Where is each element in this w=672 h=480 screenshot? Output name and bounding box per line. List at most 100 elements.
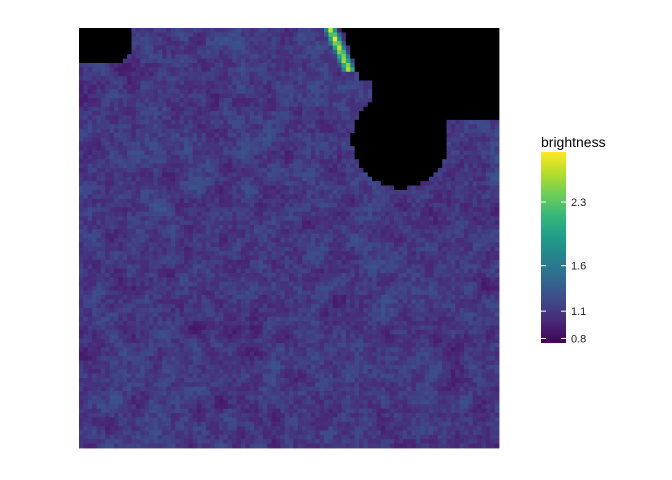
heatmap-cell — [385, 189, 391, 195]
heatmap-cell — [87, 98, 93, 103]
heatmap-cell — [437, 150, 443, 156]
heatmap-cell — [485, 229, 491, 235]
heatmap-cell — [372, 154, 377, 160]
heatmap-cell — [310, 185, 316, 191]
heatmap-cell — [232, 71, 237, 77]
heatmap-cell — [135, 89, 141, 95]
heatmap-cell — [341, 242, 347, 248]
heatmap-cell — [135, 181, 141, 186]
heatmap-cell — [437, 189, 443, 195]
heatmap-cell — [236, 172, 242, 178]
heatmap-cell — [122, 119, 128, 125]
heatmap-cell — [297, 41, 303, 46]
heatmap-cell — [494, 238, 500, 243]
heatmap-cell — [232, 128, 237, 134]
heatmap-cell — [341, 229, 347, 235]
heatmap-cell — [429, 106, 434, 112]
heatmap-cell — [341, 137, 347, 143]
heatmap-cell — [289, 185, 294, 191]
heatmap-cell — [424, 45, 430, 51]
heatmap-cell — [92, 255, 97, 261]
heatmap-cell — [324, 54, 329, 60]
heatmap-cell — [149, 242, 154, 248]
heatmap-cell — [389, 181, 395, 186]
heatmap-cell — [341, 124, 347, 130]
heatmap-cell — [328, 80, 334, 86]
heatmap-cell — [433, 172, 439, 178]
heatmap-cell — [367, 203, 373, 208]
heatmap-cell — [179, 49, 185, 55]
heatmap-cell — [446, 224, 452, 230]
heatmap-cell — [359, 141, 364, 147]
heatmap-cell — [450, 128, 456, 134]
heatmap-cell — [468, 115, 474, 121]
heatmap-cell — [437, 224, 443, 230]
heatmap-cell — [83, 229, 89, 235]
heatmap-cell — [131, 111, 137, 116]
heatmap-cell — [407, 229, 412, 235]
heatmap-cell — [254, 238, 259, 243]
heatmap-cell — [267, 229, 272, 235]
heatmap-cell — [363, 246, 369, 252]
heatmap-cell — [398, 185, 404, 191]
heatmap-cell — [214, 137, 220, 143]
heatmap-cell — [363, 163, 369, 169]
heatmap-cell — [79, 150, 84, 156]
heatmap-cell — [179, 84, 185, 90]
heatmap-cell — [219, 71, 224, 77]
heatmap-cell — [485, 238, 491, 243]
heatmap-cell — [411, 194, 417, 200]
heatmap-cell — [415, 185, 421, 191]
heatmap-cell — [232, 211, 237, 217]
heatmap-cell — [394, 168, 399, 173]
heatmap-cell — [170, 76, 176, 81]
heatmap-cell — [170, 41, 176, 46]
heatmap-cell — [184, 71, 189, 77]
heatmap-cell — [315, 251, 321, 256]
heatmap-cell — [105, 28, 111, 33]
heatmap-cell — [472, 198, 478, 204]
heatmap-cell — [324, 119, 329, 125]
heatmap-cell — [420, 159, 426, 165]
heatmap-cell — [407, 181, 412, 186]
heatmap-cell — [394, 216, 399, 221]
heatmap-cell — [490, 168, 496, 173]
heatmap-cell — [254, 163, 259, 169]
heatmap-cell — [275, 115, 281, 121]
heatmap-cell — [157, 150, 163, 156]
heatmap-cell — [170, 137, 176, 143]
heatmap-cell — [140, 150, 146, 156]
heatmap-cell — [149, 93, 154, 99]
heatmap-cell — [345, 124, 351, 130]
heatmap-cell — [411, 106, 417, 112]
heatmap-cell — [188, 211, 194, 217]
heatmap-cell — [363, 137, 369, 143]
heatmap-cell — [166, 233, 172, 239]
heatmap-cell — [402, 159, 408, 165]
heatmap-cell — [254, 181, 259, 186]
heatmap-cell — [92, 36, 97, 42]
heatmap-cell — [328, 141, 334, 147]
heatmap-cell — [275, 176, 281, 182]
heatmap-cell — [367, 84, 373, 90]
heatmap-cell — [420, 181, 426, 186]
heatmap-cell — [297, 211, 303, 217]
heatmap-cell — [175, 32, 181, 38]
heatmap-cell — [170, 159, 176, 165]
heatmap-cell — [481, 159, 487, 165]
heatmap-cell — [284, 211, 290, 217]
heatmap-cell — [192, 76, 198, 81]
heatmap-cell — [302, 168, 307, 173]
heatmap-cell — [455, 203, 461, 208]
heatmap-cell — [149, 189, 154, 195]
heatmap-cell — [280, 154, 286, 160]
heatmap-cell — [350, 106, 356, 112]
heatmap-cell — [275, 168, 281, 173]
heatmap-cell — [302, 185, 307, 191]
heatmap-cell — [201, 89, 207, 95]
heatmap-cell — [210, 89, 216, 95]
heatmap-cell — [372, 163, 377, 169]
heatmap-cell — [201, 168, 207, 173]
heatmap-cell — [232, 233, 237, 239]
heatmap-cell — [324, 211, 329, 217]
